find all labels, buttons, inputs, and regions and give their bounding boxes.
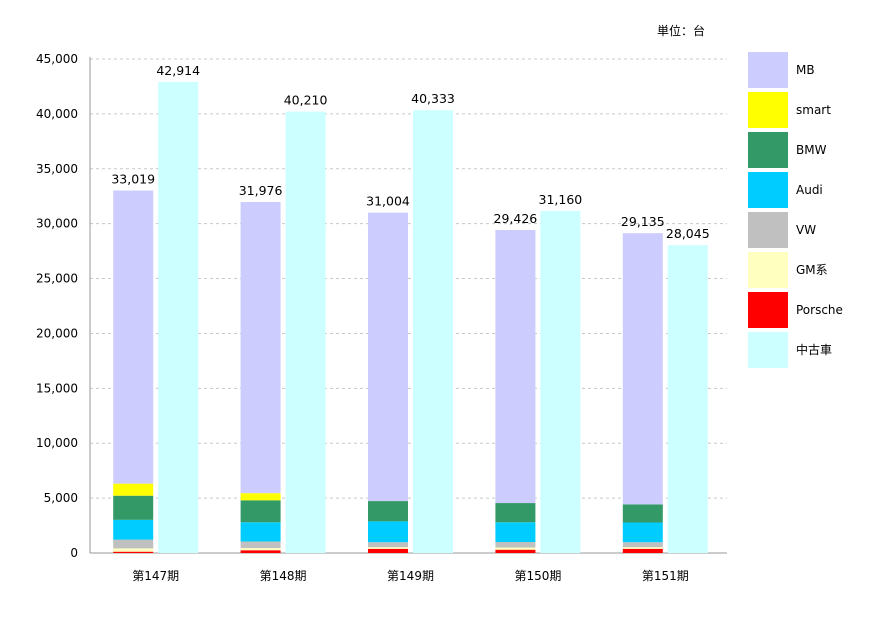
- unit-label: 単位：台: [657, 23, 705, 38]
- bar-segment: [113, 551, 154, 553]
- x-tick-label: 第148期: [260, 569, 307, 583]
- data-label: 40,333: [411, 91, 455, 106]
- bars: [113, 81, 708, 554]
- x-tick-label: 第149期: [387, 569, 434, 583]
- x-axis-ticks: 第147期 第148期 第149期 第150期 第151期: [132, 569, 689, 583]
- legend-label: VW: [796, 223, 816, 237]
- data-label: 42,914: [156, 63, 200, 78]
- legend-swatch: [748, 212, 788, 248]
- legend-label: GM系: [796, 263, 828, 277]
- legend-label: Audi: [796, 183, 823, 197]
- legend-swatch: [748, 172, 788, 208]
- y-tick-label: 15,000: [36, 381, 78, 395]
- legend-swatch: [748, 52, 788, 88]
- bar-segment: [240, 548, 281, 551]
- y-tick-label: 40,000: [36, 107, 78, 121]
- bar-segment: [622, 542, 663, 548]
- bar-segment: [495, 229, 536, 504]
- bar-segment: [368, 501, 408, 522]
- bar-segment: [368, 212, 408, 502]
- data-label: 31,004: [366, 194, 410, 209]
- bar-segment: [622, 233, 663, 505]
- bar-used-car: [285, 111, 326, 553]
- data-labels: 33,019 42,914 31,976 40,210 31,004 40,333 29,4…: [111, 63, 709, 241]
- data-label: 40,210: [284, 93, 328, 108]
- bar-used-car: [413, 110, 453, 554]
- bar-segment: [240, 201, 281, 494]
- legend-swatch: [748, 332, 788, 368]
- bar-segment: [495, 549, 536, 553]
- y-tick-label: 20,000: [36, 326, 78, 340]
- bar-segment: [495, 503, 536, 523]
- bar-segment: [113, 548, 154, 552]
- bar-segment: [495, 547, 536, 550]
- bar-segment: [113, 539, 154, 549]
- grid-lines: [90, 58, 727, 499]
- x-tick-label: 第151期: [642, 569, 689, 583]
- bar-segment: [622, 522, 663, 543]
- y-tick-label: 10,000: [36, 436, 78, 450]
- bar-used-car: [540, 210, 581, 554]
- legend-label: BMW: [796, 143, 827, 157]
- legend-swatch: [748, 292, 788, 328]
- bar-used-car: [158, 81, 199, 553]
- legend-label: smart: [796, 103, 831, 117]
- data-label: 31,160: [539, 192, 583, 207]
- data-label: 29,135: [621, 214, 665, 229]
- bar-segment: [495, 542, 536, 548]
- legend-swatch: [748, 92, 788, 128]
- bar-segment: [622, 504, 663, 523]
- y-tick-label: 45,000: [36, 52, 78, 66]
- data-label: 28,045: [666, 226, 710, 241]
- bar-segment: [113, 495, 154, 520]
- bar-segment: [113, 519, 154, 540]
- y-tick-label: 25,000: [36, 272, 78, 286]
- bar-segment: [368, 542, 408, 548]
- y-tick-label: 5,000: [44, 491, 78, 505]
- bar-segment: [240, 541, 281, 549]
- legend-swatch: [748, 252, 788, 288]
- legend-label: MB: [796, 63, 815, 77]
- data-label: 33,019: [111, 172, 155, 187]
- y-tick-label: 30,000: [36, 217, 78, 231]
- x-tick-label: 第150期: [514, 569, 561, 583]
- bar-segment: [113, 190, 154, 484]
- legend-label: Porsche: [796, 303, 843, 317]
- bar-segment: [240, 550, 281, 553]
- bar-segment: [113, 483, 154, 496]
- bar-segment: [240, 493, 281, 501]
- legend-swatch: [748, 132, 788, 168]
- data-label: 29,426: [494, 211, 538, 226]
- x-tick-label: 第147期: [132, 569, 179, 583]
- legend-label: 中古車: [796, 342, 832, 357]
- bar-segment: [622, 548, 663, 553]
- legend: MB smart BMW Audi VW GM系 Porsche 中古車: [748, 52, 843, 368]
- bar-segment: [368, 547, 408, 549]
- bar-segment: [495, 522, 536, 543]
- y-axis-ticks: 0 5,000 10,000 15,000 20,000 25,000 30,000 35,0…: [36, 52, 78, 560]
- bar-segment: [622, 547, 663, 549]
- y-tick-label: 35,000: [36, 162, 78, 176]
- data-label: 31,976: [239, 183, 283, 198]
- bar-used-car: [667, 245, 708, 553]
- bar-segment: [240, 500, 281, 523]
- bar-segment: [368, 521, 408, 543]
- bar-segment: [240, 522, 281, 542]
- bar-segment: [368, 548, 408, 553]
- y-tick-label: 0: [70, 546, 78, 560]
